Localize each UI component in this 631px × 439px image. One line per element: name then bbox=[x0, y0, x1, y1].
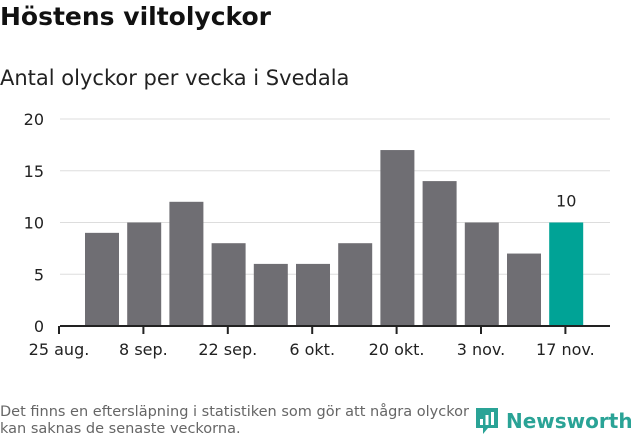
brand-name: Newsworthy bbox=[506, 409, 631, 433]
brand-logo[interactable]: Newsworthy bbox=[474, 406, 631, 436]
bar bbox=[85, 232, 119, 326]
bar-chart: 0 5 10 15 20 10 25 aug. 8 sep. 22 sep. 6 okt. 20 o… bbox=[24, 110, 610, 359]
x-tick-label: 25 aug. bbox=[29, 340, 90, 359]
bar bbox=[422, 181, 457, 326]
x-tick-label: 3 nov. bbox=[457, 340, 506, 359]
x-tick-label: 8 sep. bbox=[119, 340, 168, 359]
y-tick-label: 0 bbox=[34, 317, 44, 336]
footnote: Det finns en eftersläpning i statistiken… bbox=[0, 404, 469, 437]
bar bbox=[464, 222, 499, 326]
bar bbox=[211, 243, 246, 326]
data-label: 10 bbox=[556, 192, 576, 211]
bar bbox=[338, 243, 373, 326]
y-tick-label: 20 bbox=[24, 110, 44, 129]
chart-subtitle: Antal olyckor per vecka i Svedala bbox=[0, 66, 350, 90]
chart-speech-bubble-icon bbox=[476, 408, 498, 434]
x-tick-label: 6 okt. bbox=[289, 340, 335, 359]
bar bbox=[253, 263, 288, 326]
bar bbox=[169, 201, 204, 326]
x-tick-label: 20 okt. bbox=[369, 340, 425, 359]
y-tick-label: 10 bbox=[24, 214, 44, 233]
x-tick-label: 22 sep. bbox=[198, 340, 257, 359]
y-tick-label: 5 bbox=[34, 265, 44, 284]
y-tick-label: 15 bbox=[24, 162, 44, 181]
bar bbox=[127, 222, 162, 326]
bar bbox=[549, 222, 584, 326]
x-tick-label: 17 nov. bbox=[536, 340, 595, 359]
bar bbox=[380, 150, 415, 326]
chart-title: Höstens viltolyckor bbox=[0, 2, 271, 31]
bar bbox=[296, 263, 330, 326]
bar bbox=[507, 253, 541, 326]
